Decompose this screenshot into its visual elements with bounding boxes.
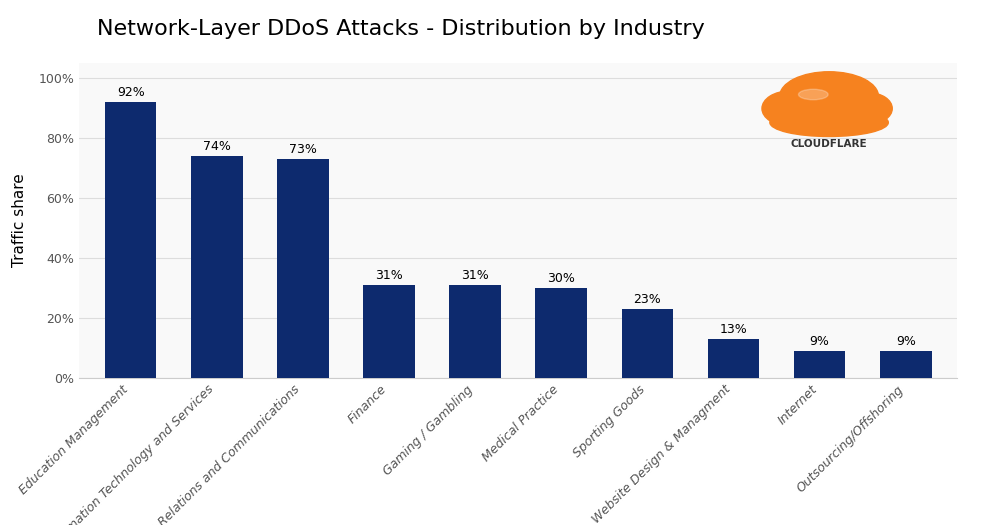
Ellipse shape bbox=[844, 93, 891, 124]
Text: 31%: 31% bbox=[460, 269, 488, 282]
Bar bbox=[105, 102, 157, 378]
Bar bbox=[621, 309, 672, 378]
Ellipse shape bbox=[779, 72, 878, 121]
Bar bbox=[534, 288, 587, 378]
Ellipse shape bbox=[761, 91, 816, 126]
Text: 30%: 30% bbox=[547, 272, 575, 285]
Ellipse shape bbox=[798, 89, 827, 100]
Bar bbox=[879, 351, 931, 378]
Text: 13%: 13% bbox=[719, 323, 746, 336]
Text: CLOUDFLARE: CLOUDFLARE bbox=[790, 139, 867, 149]
Bar bbox=[190, 156, 243, 378]
Text: 92%: 92% bbox=[116, 86, 144, 99]
Text: 9%: 9% bbox=[809, 335, 828, 348]
Bar bbox=[793, 351, 845, 378]
Bar bbox=[363, 285, 414, 378]
Y-axis label: Traffic share: Traffic share bbox=[12, 174, 27, 267]
Text: 73%: 73% bbox=[289, 143, 317, 156]
Text: 31%: 31% bbox=[375, 269, 402, 282]
Bar bbox=[449, 285, 501, 378]
Text: 74%: 74% bbox=[202, 140, 231, 153]
Text: 23%: 23% bbox=[633, 293, 661, 306]
Text: 9%: 9% bbox=[895, 335, 915, 348]
Text: Network-Layer DDoS Attacks - Distribution by Industry: Network-Layer DDoS Attacks - Distributio… bbox=[97, 19, 704, 39]
Bar bbox=[707, 339, 758, 378]
Bar bbox=[277, 159, 328, 378]
Ellipse shape bbox=[769, 109, 887, 136]
